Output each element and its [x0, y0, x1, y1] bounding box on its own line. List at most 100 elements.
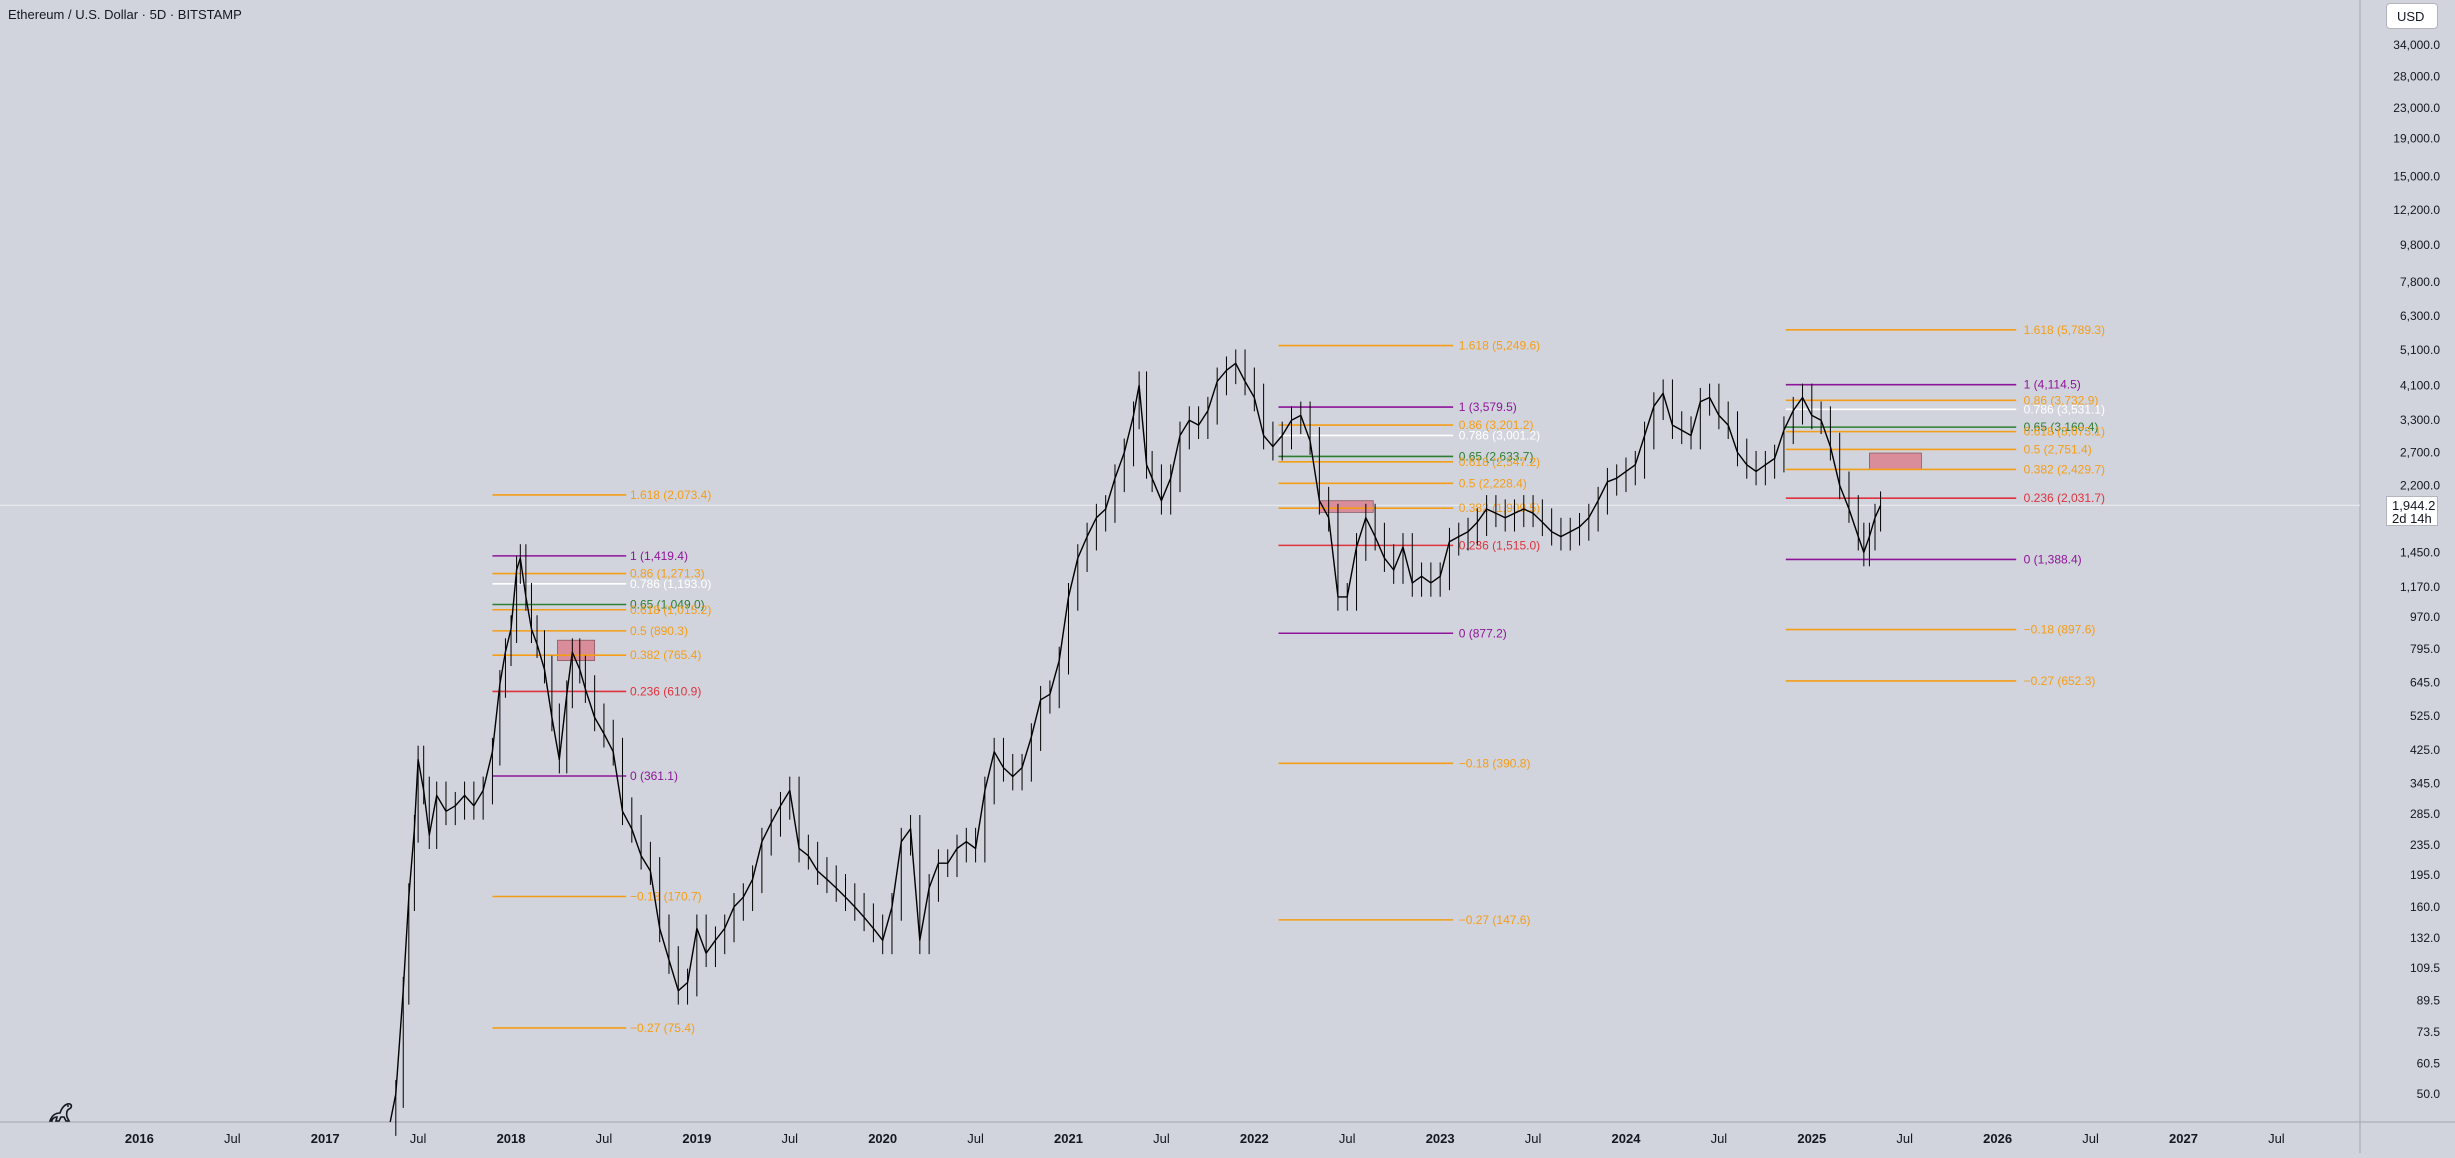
price-axis-tick-label: 345.0 [2410, 776, 2440, 790]
time-axis-tick-label: 2019 [682, 1131, 711, 1146]
price-axis-tick-label: 7,800.0 [2400, 275, 2440, 289]
price-axis-tick-label: 970.0 [2410, 610, 2440, 624]
tradingview-logo-icon[interactable] [46, 1095, 76, 1125]
fib-level-label: 0.786 (3,531.1) [2024, 402, 2105, 416]
fib-level-label: 0.86 (3,201.2) [1459, 418, 1534, 432]
time-axis-tick-label: Jul [1153, 1131, 1170, 1146]
time-axis-tick-label: 2017 [311, 1131, 340, 1146]
time-axis-tick-label: Jul [781, 1131, 798, 1146]
price-series [389, 349, 1882, 1136]
time-axis-tick-label: Jul [224, 1131, 241, 1146]
price-axis-tick-label: 73.5 [2417, 1025, 2441, 1039]
fib-level-label: 1 (3,579.5) [1459, 400, 1517, 414]
time-axis-tick-label: Jul [967, 1131, 984, 1146]
time-axis-tick-label: 2022 [1240, 1131, 1269, 1146]
price-axis-tick-label: 9,800.0 [2400, 238, 2440, 252]
fib-level-label: 1.618 (5,789.3) [2024, 323, 2105, 337]
fib-level-label: 0.5 (890.3) [630, 624, 688, 638]
fib-level-label: −0.18 (390.8) [1459, 756, 1531, 770]
fib-level-label: 0.86 (3,732.9) [2024, 393, 2099, 407]
time-axis-tick-label: Jul [1339, 1131, 1356, 1146]
fib-retracement-3[interactable]: 1.618 (5,789.3) 1 (4,114.5)0.86 (3,732.9)… [1785, 323, 2105, 688]
target-zone-box[interactable] [557, 639, 596, 662]
target-zone-box[interactable] [1318, 500, 1374, 513]
fibonacci-drawings[interactable]: 1.618 (2,073.4) 1 (1,419.4) 0.86 (1,271.3)… [492, 323, 2105, 1035]
price-axis-tick-label: 2,700.0 [2400, 445, 2440, 459]
time-axis-tick-label: 2021 [1054, 1131, 1083, 1146]
fib-level-label: 0.382 (1,909.5) [1459, 501, 1540, 515]
time-axis-tick-label: Jul [596, 1131, 613, 1146]
fib-level-label: 0 (361.1) [630, 769, 678, 783]
price-axis-tick-label: 1,450.0 [2400, 545, 2440, 559]
price-axis-tick-label: 89.5 [2417, 993, 2441, 1007]
price-axis-tick-label: 19,000.0 [2393, 132, 2440, 146]
last-price-value: 1,944.2 [2392, 498, 2436, 513]
time-axis-tick-label: 2024 [1612, 1131, 1642, 1146]
fib-level-label: −0.27 (652.3) [2024, 674, 2096, 688]
price-axis[interactable]: 34,000.0 28,000.0 23,000.0 19,000.0 15,000.0… [2393, 38, 2440, 1101]
price-axis-tick-label: 23,000.0 [2393, 101, 2440, 115]
fib-level-label: 0.236 (1,515.0) [1459, 538, 1540, 552]
time-axis-tick-label: Jul [2268, 1131, 2285, 1146]
price-axis-tick-label: 1,170.0 [2400, 580, 2440, 594]
bar-countdown: 2d 14h [2392, 511, 2432, 526]
price-axis-tick-label: 795.0 [2410, 642, 2440, 656]
time-axis-tick-label: Jul [1525, 1131, 1542, 1146]
price-axis-tick-label: 15,000.0 [2393, 170, 2440, 184]
fib-level-label: 1.618 (2,073.4) [630, 488, 711, 502]
fib-level-label: 0.786 (3,001.2) [1459, 428, 1540, 442]
time-axis-tick-label: Jul [410, 1131, 427, 1146]
time-axis-tick-label: 2016 [125, 1131, 154, 1146]
fib-level-label: 0 (877.2) [1459, 626, 1507, 640]
fib-level-label: 0 (1,388.4) [2024, 552, 2082, 566]
price-axis-tick-label: 34,000.0 [2393, 38, 2440, 52]
fib-level-label: 0.236 (2,031.7) [2024, 491, 2105, 505]
time-axis-tick-label: Jul [1711, 1131, 1728, 1146]
price-axis-tick-label: 425.0 [2410, 743, 2440, 757]
fib-level-label: 0.382 (765.4) [630, 648, 701, 662]
fib-retracement-2[interactable]: 1.618 (5,249.6) 1 (3,579.5) 0.86 (3,201.2)… [1278, 339, 1540, 927]
price-axis-tick-label: 132.0 [2410, 931, 2440, 945]
time-axis-tick-label: 2027 [2169, 1131, 2198, 1146]
target-zone-box[interactable] [1869, 452, 1922, 470]
fib-level-label: 0.236 (610.9) [630, 684, 701, 698]
time-axis-tick-label: Jul [1896, 1131, 1913, 1146]
fib-level-label: 0.5 (2,751.4) [2024, 442, 2092, 456]
time-axis[interactable]: 2016 Jul 2017 Jul 2018 Jul 2019 Jul 2020 Jul 2021 J… [125, 1131, 2285, 1146]
fib-level-label: 0.786 (1,193.0) [630, 577, 711, 591]
price-axis-tick-label: 12,200.0 [2393, 203, 2440, 217]
fib-level-label: −0.27 (147.6) [1459, 913, 1531, 927]
fib-level-label: −0.18 (170.7) [630, 889, 702, 903]
price-axis-tick-label: 6,300.0 [2400, 309, 2440, 323]
fib-level-label: 0.65 (1,049.0) [630, 597, 705, 611]
fib-level-label: 0.86 (1,271.3) [630, 567, 705, 581]
fib-level-label: 1 (1,419.4) [630, 549, 688, 563]
price-axis-tick-label: 50.0 [2417, 1087, 2441, 1101]
time-axis-tick-label: 2025 [1797, 1131, 1826, 1146]
price-axis-tick-label: 645.0 [2410, 676, 2440, 690]
fib-level-label: −0.27 (75.4) [630, 1021, 695, 1035]
fib-level-label: 0.618 (1,015.2) [630, 603, 711, 617]
fib-level-label: 0.65 (2,633.7) [1459, 449, 1534, 463]
price-axis-tick-label: 60.5 [2417, 1056, 2441, 1070]
fib-retracement-1[interactable]: 1.618 (2,073.4) 1 (1,419.4) 0.86 (1,271.3)… [492, 488, 711, 1035]
currency-button[interactable]: USD [2386, 3, 2438, 29]
fib-level-label: 0.65 (3,160.4) [2024, 420, 2099, 434]
price-axis-tick-label: 525.0 [2410, 709, 2440, 723]
price-axis-tick-label: 4,100.0 [2400, 378, 2440, 392]
fib-level-label: 1.618 (5,249.6) [1459, 339, 1540, 353]
time-axis-tick-label: 2020 [868, 1131, 897, 1146]
fib-level-label: 1 (4,114.5) [2024, 378, 2081, 392]
time-axis-tick-label: 2026 [1983, 1131, 2012, 1146]
fib-level-label: 0.382 (2,429.7) [2024, 462, 2105, 476]
price-axis-tick-label: 109.5 [2410, 961, 2440, 975]
price-axis-tick-label: 160.0 [2410, 900, 2440, 914]
time-axis-tick-label: Jul [2082, 1131, 2099, 1146]
price-axis-tick-label: 3,300.0 [2400, 413, 2440, 427]
price-axis-tick-label: 235.0 [2410, 838, 2440, 852]
symbol-title: Ethereum / U.S. Dollar · 5D · BITSTAMP [8, 7, 242, 22]
time-axis-tick-label: 2018 [497, 1131, 526, 1146]
